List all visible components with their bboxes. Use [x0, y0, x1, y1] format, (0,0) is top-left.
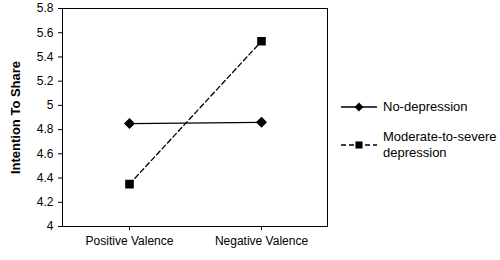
html-text:Moderate-to-severe depression: Moderate-to-severe depression	[383, 129, 497, 160]
svg-text:4.2: 4.2	[37, 195, 54, 209]
svg-text:5.2: 5.2	[37, 74, 54, 88]
svg-text:4.4: 4.4	[37, 171, 54, 185]
svg-text:5.6: 5.6	[37, 26, 54, 40]
svg-text:4.8: 4.8	[37, 122, 54, 136]
svg-text:Positive Valence: Positive Valence	[86, 234, 174, 248]
svg-text:Intention To Share: Intention To Share	[8, 61, 23, 174]
svg-text:5.8: 5.8	[37, 1, 54, 15]
svg-text:5: 5	[47, 98, 54, 112]
svg-text:4: 4	[47, 219, 54, 233]
svg-text:4.6: 4.6	[37, 147, 54, 161]
svg-text:5.4: 5.4	[37, 50, 54, 64]
html-text:No-depression: No-depression	[383, 99, 468, 114]
svg-text:Negative Valence: Negative Valence	[215, 234, 308, 248]
